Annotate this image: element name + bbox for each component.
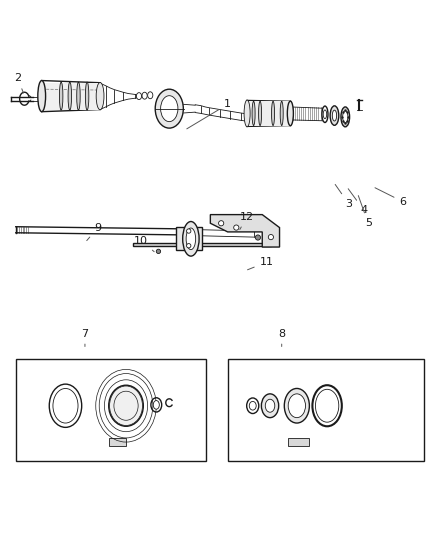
Ellipse shape: [252, 101, 255, 126]
Text: 6: 6: [375, 188, 406, 207]
Ellipse shape: [161, 96, 178, 122]
Ellipse shape: [53, 389, 78, 423]
Ellipse shape: [136, 93, 141, 100]
Ellipse shape: [343, 111, 348, 123]
Text: 9: 9: [87, 223, 102, 240]
Ellipse shape: [142, 92, 147, 99]
Text: 4: 4: [348, 189, 367, 215]
Text: 7: 7: [81, 328, 88, 346]
Bar: [228, 359, 424, 461]
FancyBboxPatch shape: [247, 101, 290, 126]
Text: 11: 11: [247, 257, 274, 270]
Ellipse shape: [284, 389, 309, 423]
Ellipse shape: [109, 385, 143, 426]
Ellipse shape: [96, 83, 104, 110]
Ellipse shape: [153, 401, 159, 409]
Ellipse shape: [148, 92, 153, 99]
Ellipse shape: [247, 398, 259, 414]
Polygon shape: [210, 215, 279, 247]
Ellipse shape: [85, 82, 89, 110]
Ellipse shape: [323, 110, 327, 119]
Polygon shape: [176, 227, 202, 250]
Polygon shape: [133, 243, 271, 246]
Ellipse shape: [258, 101, 261, 126]
Ellipse shape: [183, 222, 199, 256]
Bar: [288, 438, 309, 446]
Ellipse shape: [287, 101, 293, 126]
Ellipse shape: [249, 401, 256, 410]
Ellipse shape: [268, 235, 273, 240]
Ellipse shape: [187, 244, 191, 248]
Ellipse shape: [312, 385, 342, 426]
Ellipse shape: [187, 229, 191, 233]
Ellipse shape: [234, 225, 239, 230]
Ellipse shape: [330, 106, 339, 125]
Ellipse shape: [244, 100, 250, 127]
Ellipse shape: [315, 389, 339, 422]
Text: 8: 8: [278, 328, 285, 346]
Ellipse shape: [151, 398, 162, 412]
Ellipse shape: [77, 82, 80, 110]
Ellipse shape: [261, 394, 279, 418]
Ellipse shape: [272, 101, 275, 126]
Ellipse shape: [68, 82, 71, 110]
Ellipse shape: [280, 101, 283, 126]
Text: 12: 12: [240, 212, 254, 230]
Ellipse shape: [219, 221, 224, 226]
Text: 5: 5: [358, 196, 372, 228]
Ellipse shape: [341, 107, 350, 127]
Bar: [16, 359, 206, 461]
FancyBboxPatch shape: [42, 83, 100, 109]
Ellipse shape: [186, 228, 196, 249]
Ellipse shape: [255, 235, 261, 240]
Ellipse shape: [332, 110, 337, 121]
Ellipse shape: [49, 384, 82, 427]
Ellipse shape: [156, 249, 161, 254]
Ellipse shape: [322, 106, 328, 123]
Text: 2: 2: [14, 74, 23, 93]
Ellipse shape: [60, 82, 63, 110]
Text: 3: 3: [335, 184, 352, 209]
Ellipse shape: [38, 80, 46, 112]
Ellipse shape: [265, 399, 275, 412]
Text: 10: 10: [134, 236, 154, 252]
Text: 1: 1: [187, 99, 231, 129]
Ellipse shape: [155, 89, 184, 128]
Bar: [109, 438, 126, 446]
Ellipse shape: [288, 394, 305, 418]
